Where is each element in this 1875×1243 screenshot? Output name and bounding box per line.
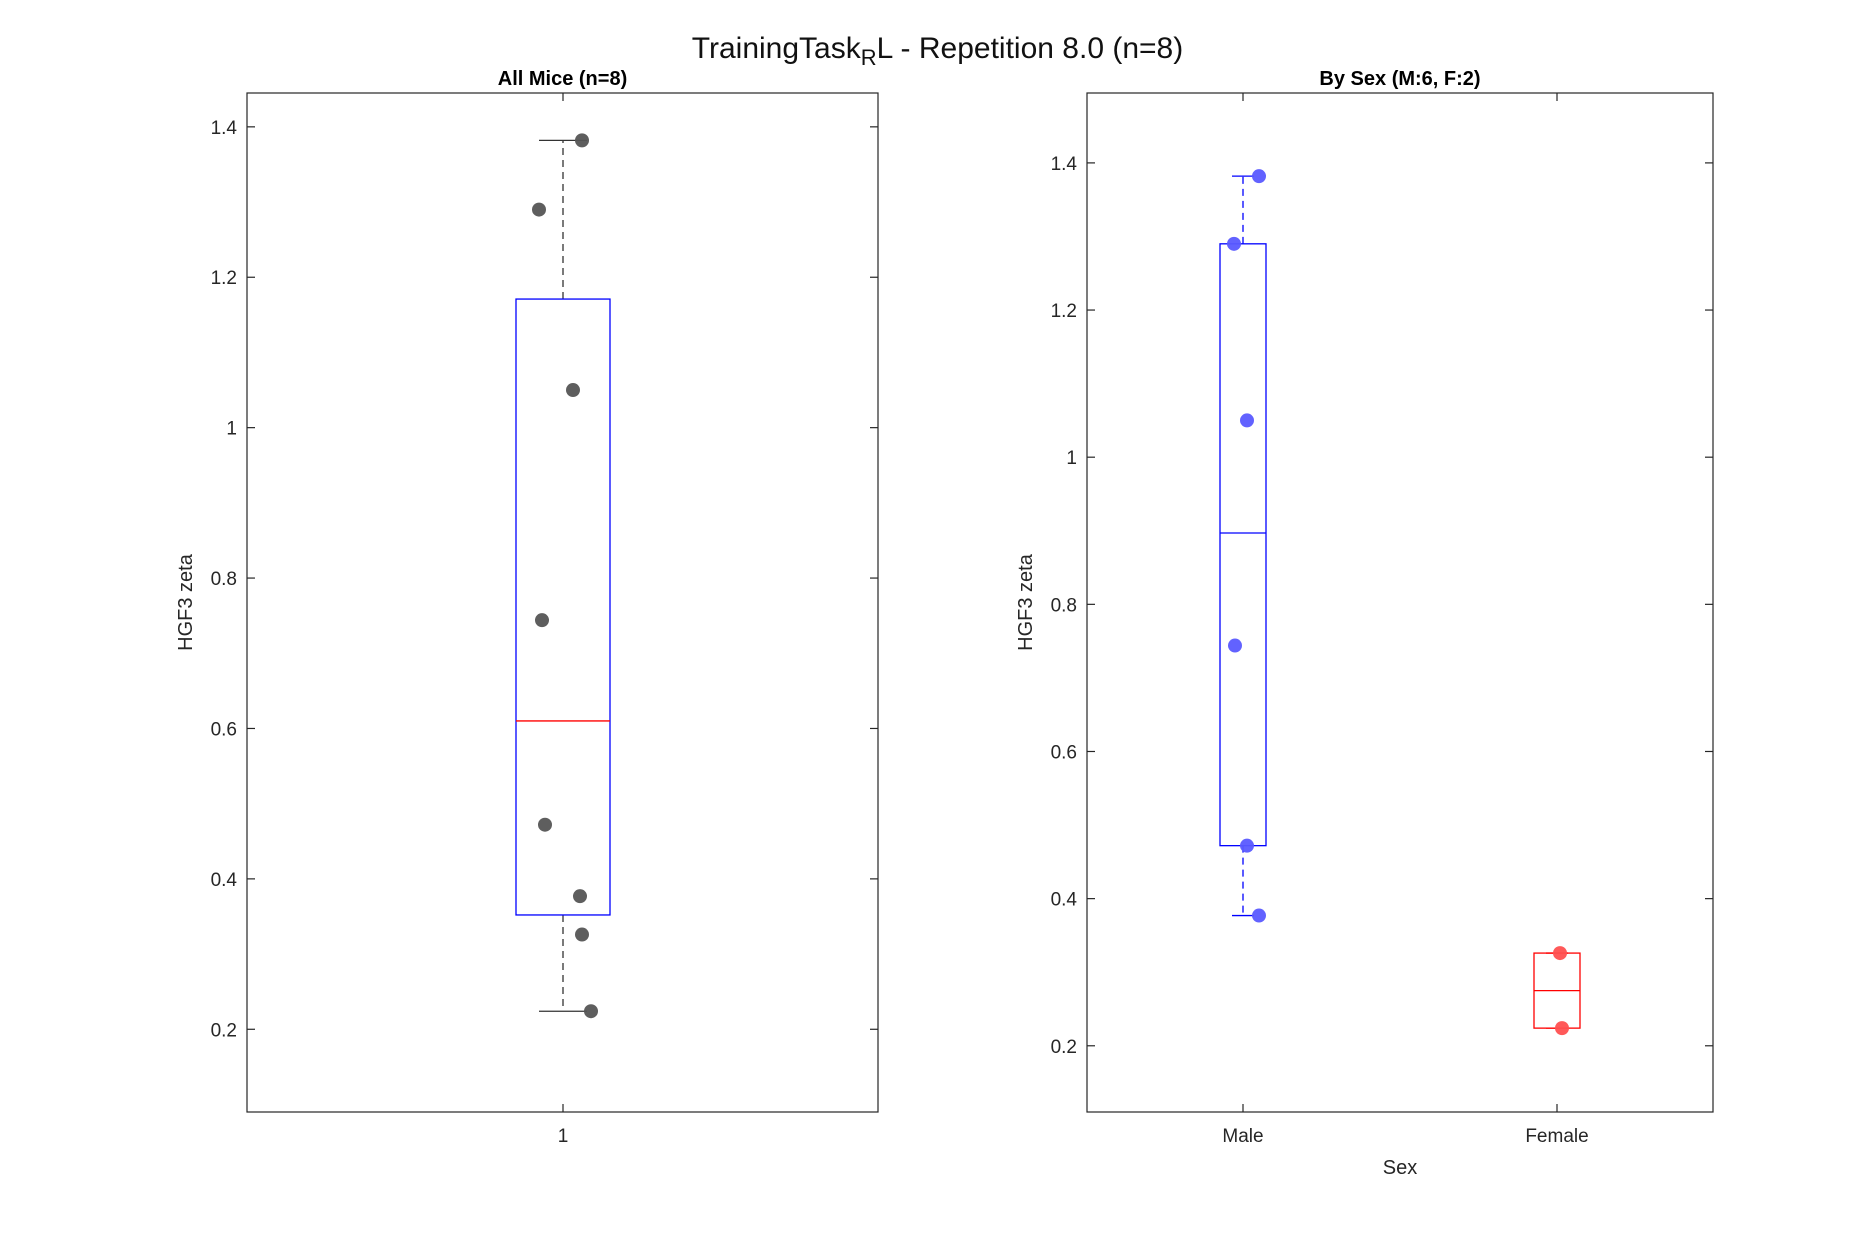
box-1: [515, 139, 611, 1012]
data-point: [1252, 169, 1266, 184]
y-tick-label: 0.8: [211, 569, 237, 590]
data-point: [1252, 908, 1266, 923]
data-point: [575, 133, 589, 148]
y-axis-label: HGF3 zeta: [1015, 553, 1037, 651]
data-point: [566, 383, 580, 398]
x-axis-label: Sex: [1383, 1157, 1417, 1179]
y-tick-label: 1.2: [1051, 301, 1077, 322]
y-tick-label: 1: [226, 419, 237, 440]
y-tick-label: 1: [1066, 448, 1077, 469]
y-tick-label: 0.6: [211, 719, 237, 740]
y-tick-label: 0.6: [1051, 742, 1077, 763]
y-tick-label: 0.4: [211, 870, 238, 891]
box-iqr: [1219, 243, 1267, 847]
data-point: [532, 202, 546, 217]
y-tick-label: 0.8: [1051, 595, 1077, 616]
data-point: [1240, 413, 1254, 428]
plot-panel-2: 0.2 0.4 0.6 0.8 1 1.2 1.4 Male Female By Sex (M:6…: [1015, 68, 1714, 1179]
box-female: [1533, 952, 1581, 1029]
x-tick-label: 1: [558, 1126, 569, 1147]
y-tick-label: 0.2: [211, 1020, 237, 1041]
data-point: [1240, 838, 1254, 853]
figure-title-main: TrainingTask: [691, 32, 861, 65]
figure-title-subscript: R: [860, 45, 877, 70]
box-male: [1219, 175, 1267, 917]
x-tick-label: Female: [1525, 1126, 1588, 1147]
x-tick-label: Male: [1222, 1126, 1263, 1147]
data-point: [1227, 236, 1241, 251]
data-point: [573, 889, 587, 904]
y-axis-label: HGF3 zeta: [175, 553, 197, 651]
data-point: [535, 613, 549, 628]
y-tick-label: 0.4: [1051, 890, 1078, 911]
data-point: [584, 1004, 598, 1019]
figure-title: TrainingTaskRL - Repetition 8.0 (n=8): [0, 32, 1875, 71]
y-tick-label: 1.4: [211, 118, 238, 139]
plot-panel-1: 0.2 0.4 0.6 0.8 1 1.2 1.4 1 All Mice (n=8) HGF3 z…: [175, 68, 879, 1147]
data-point: [538, 817, 552, 832]
y-tick-label: 1.2: [211, 268, 237, 289]
subplot-title: All Mice (n=8): [498, 68, 627, 90]
box-iqr: [515, 298, 611, 916]
data-point: [1228, 638, 1242, 653]
data-point: [575, 927, 589, 942]
axes-frame: [1086, 92, 1714, 1113]
y-tick-label: 1.4: [1051, 154, 1078, 175]
y-tick-label: 0.2: [1051, 1037, 1077, 1058]
subplot-title: By Sex (M:6, F:2): [1319, 68, 1480, 90]
data-point: [1555, 1021, 1569, 1036]
data-point: [1553, 946, 1567, 961]
figure-title-rest: L - Repetition 8.0 (n=8): [876, 32, 1184, 65]
